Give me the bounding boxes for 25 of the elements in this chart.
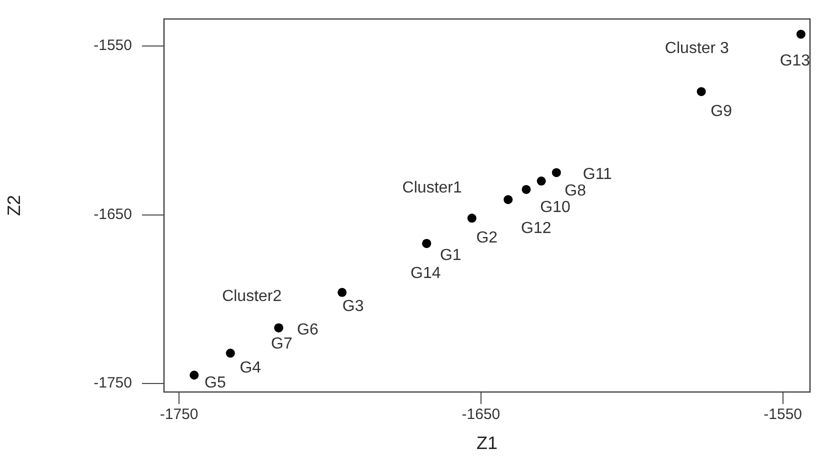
annotation: Cluster 3 [664,40,730,58]
annotation: G7 [271,335,292,352]
annotation: G5 [204,374,226,392]
annotation: Cluster2 [222,288,282,305]
annotation: G2 [476,230,498,247]
x-axis-title: Z1 [476,433,498,454]
y-axis-title: Z2 [4,194,24,216]
y-tick-label: -1550 [94,37,132,54]
annotation: G9 [710,102,732,120]
annotation: Cluster1 [402,179,462,196]
x-tick-label: -1650 [462,406,500,424]
annotation: G14 [410,264,441,282]
annotation: G11 [582,166,612,183]
annotation: G8 [564,182,586,200]
y-tick-label: -1650 [94,206,132,223]
x-tick-label: -1750 [160,406,198,424]
annotation: G3 [342,298,364,315]
annotation: G1 [440,246,462,264]
annotation: G4 [240,360,262,377]
annotation: G6 [297,321,318,338]
annotation: G12 [521,220,552,237]
x-tick-label: -1550 [764,406,802,424]
y-tick-label: -1750 [94,374,132,392]
annotation: G10 [540,198,570,216]
annotation: G13 [780,52,810,70]
